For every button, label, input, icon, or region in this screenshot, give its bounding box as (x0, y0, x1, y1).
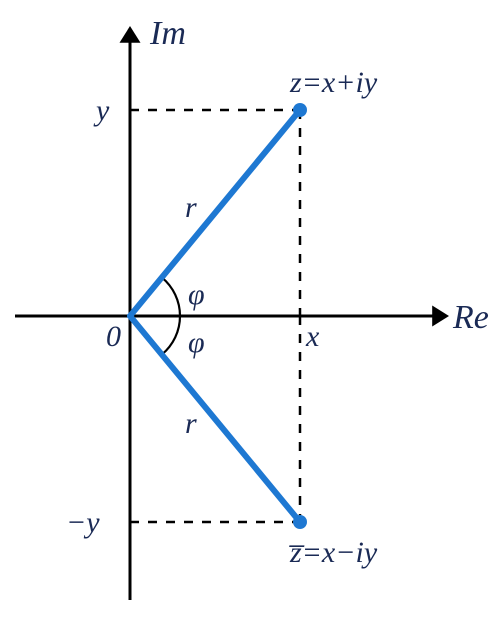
x-axis-arrow (432, 306, 449, 327)
origin-label: 0 (106, 320, 121, 353)
y-axis-arrow (120, 26, 141, 43)
point-z-conj (293, 515, 307, 529)
z-label: z=x+iy (289, 66, 378, 99)
phi-label-upper: φ (188, 278, 205, 311)
angle-arc-lower (162, 316, 180, 355)
neg-y-tick-label: −y (66, 506, 100, 539)
point-z (293, 103, 307, 117)
im-axis-label: Im (149, 15, 186, 52)
r-label-lower: r (185, 407, 197, 440)
y-tick-label: y (93, 94, 110, 127)
angle-arc-upper (162, 277, 180, 316)
re-axis-label: Re (452, 299, 489, 336)
x-tick-label: x (305, 320, 320, 353)
phi-label-lower: φ (188, 326, 205, 359)
radius-to-z (130, 110, 300, 316)
radius-to-zconj (130, 316, 300, 522)
r-label-upper: r (185, 191, 197, 224)
z-conj-label: z̅=x−iy (288, 536, 378, 569)
